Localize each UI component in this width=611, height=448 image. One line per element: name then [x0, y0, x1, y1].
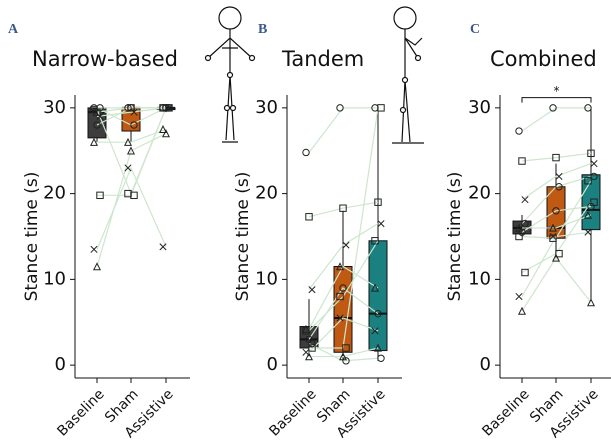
- panel-title: Narrow-based: [32, 47, 178, 71]
- panel-label: B: [258, 22, 267, 37]
- stance-icon: [206, 7, 255, 142]
- x-tick-label: Baseline: [54, 386, 107, 439]
- subject-line: [522, 258, 591, 311]
- panel: A Narrow-based Stance time (s) 0 10 20 30 Basel…: [8, 22, 190, 441]
- y-tick-label: 10: [43, 268, 66, 289]
- subject-point: [91, 246, 97, 252]
- figure: A Narrow-based Stance time (s) 0 10 20 30 Basel…: [0, 0, 611, 448]
- y-tick-label: 30: [43, 97, 66, 118]
- subject-line: [309, 108, 378, 153]
- x-tick-label: Baseline: [266, 386, 319, 439]
- x-tick-label: Baseline: [479, 386, 532, 439]
- subject-point: [378, 105, 384, 111]
- y-tick-label: 0: [267, 354, 278, 375]
- significance-bracket: [522, 98, 591, 103]
- box: [334, 267, 352, 353]
- panel-label: A: [8, 22, 19, 37]
- subject-point: [160, 244, 166, 250]
- y-tick-label: 0: [55, 354, 66, 375]
- subject-point: [91, 139, 97, 145]
- panel-title: Tandem: [281, 47, 364, 71]
- y-tick-label: 10: [468, 268, 491, 289]
- subject-point: [378, 220, 384, 226]
- subject-point: [591, 160, 597, 166]
- y-tick-label: 20: [255, 183, 278, 204]
- y-tick-label: 30: [468, 97, 491, 118]
- subject-point: [337, 105, 343, 111]
- y-tick-label: 20: [468, 183, 491, 204]
- subject-point: [309, 286, 315, 292]
- y-tick-label: 10: [255, 268, 278, 289]
- subject-point: [303, 149, 309, 155]
- subject-point: [378, 355, 384, 361]
- y-tick-label: 0: [480, 354, 491, 375]
- y-tick-label: 30: [255, 97, 278, 118]
- significance-label: *: [554, 84, 560, 98]
- stance-icon: [392, 7, 424, 143]
- subject-line: [522, 108, 591, 131]
- y-axis-label: Stance time (s): [22, 172, 42, 302]
- panel-title: Combined: [490, 47, 597, 71]
- y-tick-label: 20: [43, 183, 66, 204]
- y-axis-label: Stance time (s): [233, 172, 253, 302]
- subject-point: [516, 293, 522, 299]
- panel-label: C: [470, 22, 480, 37]
- y-axis-label: Stance time (s): [445, 172, 465, 302]
- subject-line: [97, 168, 166, 249]
- subject-point: [516, 128, 522, 134]
